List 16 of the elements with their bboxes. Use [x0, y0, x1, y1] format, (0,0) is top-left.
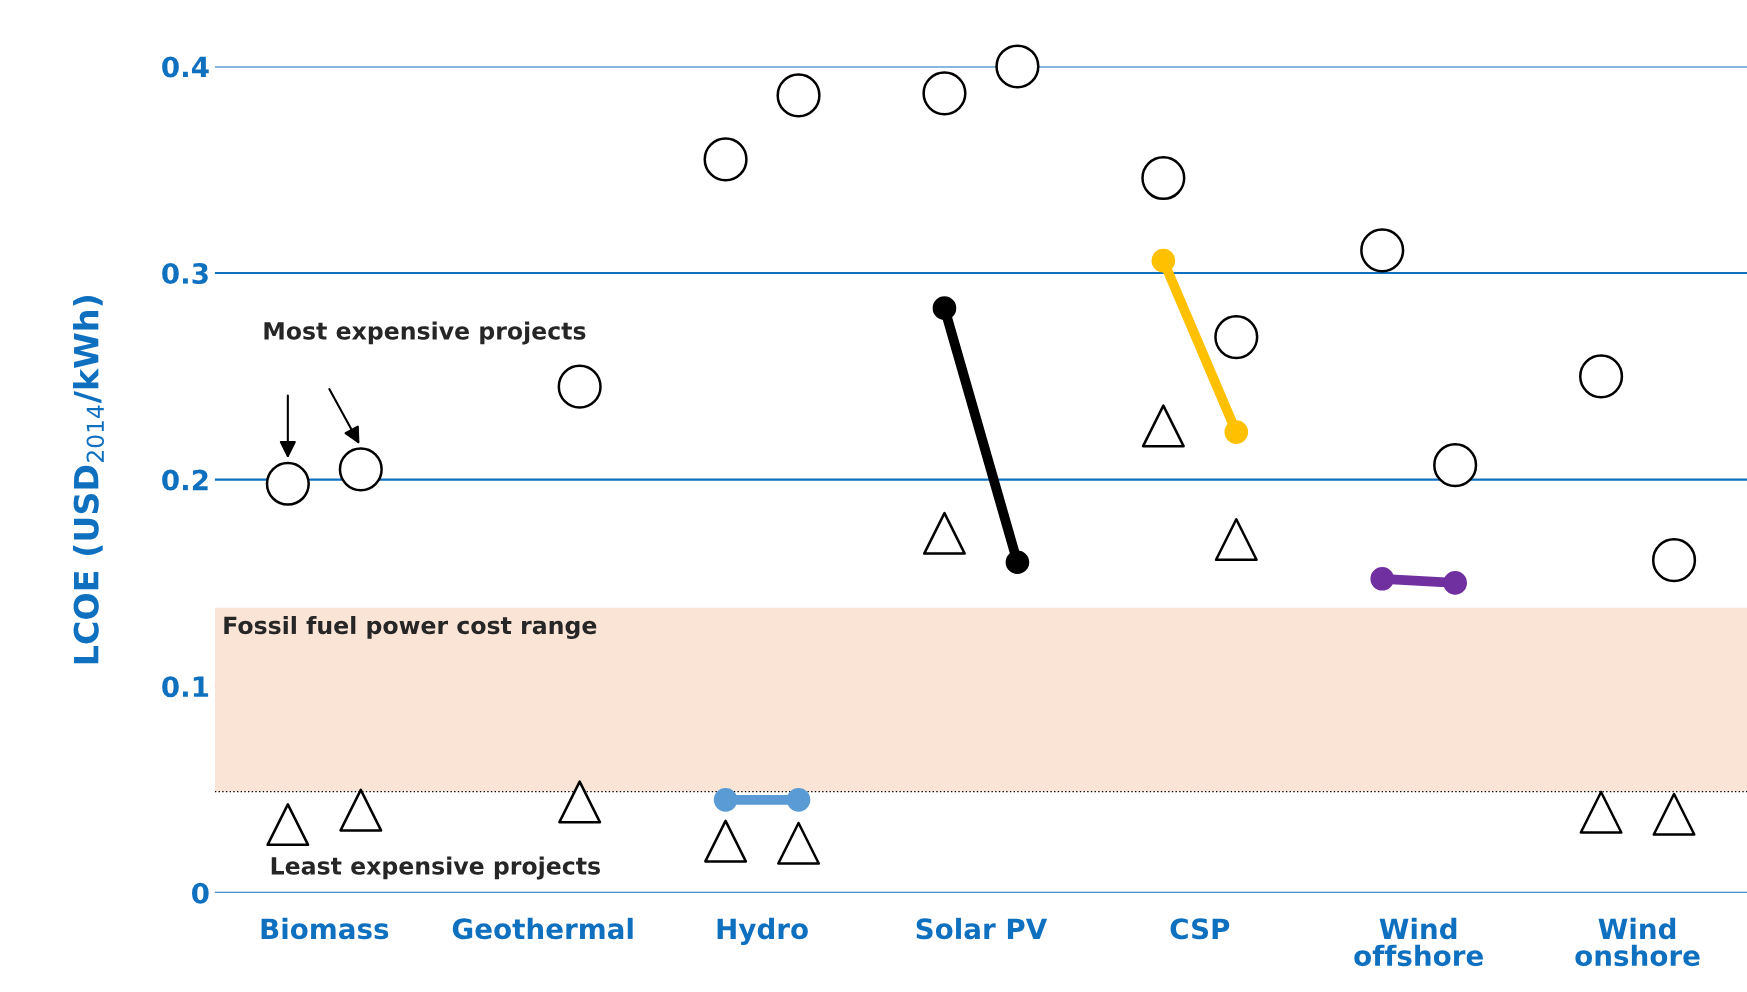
annotation: Most expensive projects	[264, 321, 586, 345]
y-tick-label: 0.4	[162, 56, 209, 78]
x-tick-label: Wind onshore	[1575, 917, 1700, 967]
x-tick-label: Wind offshore	[1354, 917, 1483, 967]
y-tick-label: 0.3	[162, 262, 208, 284]
y-tick-label: 0.2	[162, 469, 208, 491]
x-tick-label: Hydro	[717, 917, 808, 945]
x-tick-label: Geothermal	[452, 917, 633, 940]
annotation: Least expensive projects	[271, 856, 600, 880]
y-tick-label: 0	[192, 882, 209, 904]
x-tick-label: Solar PV	[916, 917, 1048, 940]
band-label: Fossil fuel power cost range	[224, 615, 597, 640]
y-axis-title: LCOE (USD$_{2014}$/kWh)	[72, 296, 105, 664]
x-tick-label: Biomass	[261, 917, 389, 940]
y-tick-label: 0.1	[162, 676, 209, 698]
x-tick-label: CSP	[1170, 918, 1230, 940]
